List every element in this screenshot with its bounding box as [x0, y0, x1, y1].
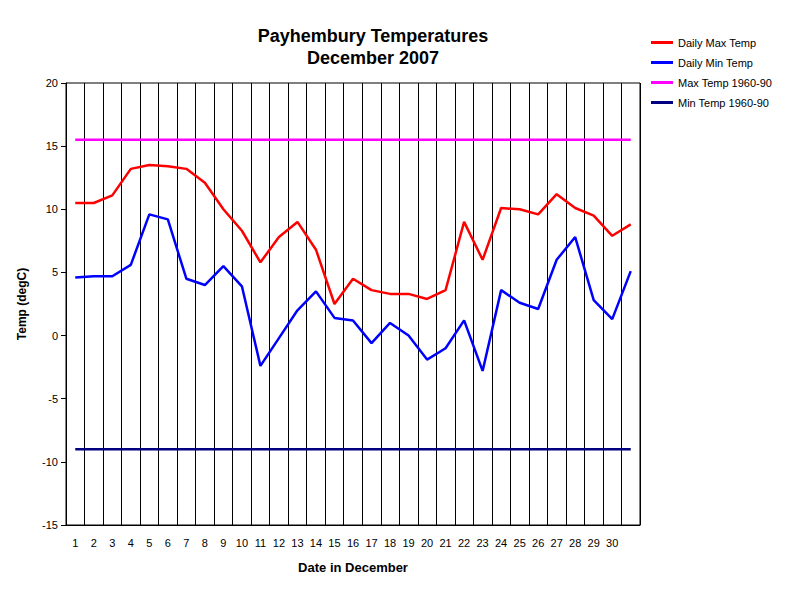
svg-text:December 2007: December 2007 [307, 48, 439, 68]
svg-text:20: 20 [46, 77, 58, 89]
svg-text:Max Temp 1960-90: Max Temp 1960-90 [678, 77, 772, 89]
svg-text:9: 9 [220, 537, 226, 549]
svg-text:Daily Max Temp: Daily Max Temp [678, 37, 756, 49]
svg-text:21: 21 [439, 537, 451, 549]
svg-text:Temp (degC): Temp (degC) [15, 268, 29, 340]
svg-text:1: 1 [72, 537, 78, 549]
svg-text:12: 12 [273, 537, 285, 549]
svg-text:2: 2 [91, 537, 97, 549]
svg-text:5: 5 [146, 537, 152, 549]
svg-text:-5: -5 [48, 393, 58, 405]
svg-text:22: 22 [458, 537, 470, 549]
svg-text:26: 26 [532, 537, 544, 549]
svg-text:23: 23 [476, 537, 488, 549]
svg-text:20: 20 [421, 537, 433, 549]
svg-text:30: 30 [606, 537, 618, 549]
svg-text:25: 25 [514, 537, 526, 549]
svg-text:Date in December: Date in December [298, 560, 408, 575]
svg-text:29: 29 [588, 537, 600, 549]
svg-text:11: 11 [255, 537, 266, 549]
svg-text:16: 16 [347, 537, 359, 549]
svg-text:Daily Min Temp: Daily Min Temp [678, 57, 753, 69]
svg-text:-10: -10 [42, 456, 58, 468]
svg-text:27: 27 [551, 537, 563, 549]
svg-text:6: 6 [165, 537, 171, 549]
svg-text:28: 28 [569, 537, 581, 549]
svg-text:13: 13 [291, 537, 303, 549]
svg-text:0: 0 [52, 330, 58, 342]
svg-text:8: 8 [202, 537, 208, 549]
svg-text:3: 3 [109, 537, 115, 549]
svg-text:-15: -15 [42, 519, 58, 531]
svg-text:Payhembury Temperatures: Payhembury Temperatures [258, 26, 489, 46]
svg-text:15: 15 [46, 140, 58, 152]
svg-text:7: 7 [183, 537, 189, 549]
svg-text:10: 10 [46, 203, 58, 215]
svg-text:Min Temp 1960-90: Min Temp 1960-90 [678, 97, 769, 109]
svg-text:18: 18 [384, 537, 396, 549]
svg-text:17: 17 [365, 537, 377, 549]
svg-text:5: 5 [52, 266, 58, 278]
svg-text:14: 14 [310, 537, 322, 549]
svg-text:19: 19 [402, 537, 414, 549]
svg-text:24: 24 [495, 537, 507, 549]
svg-text:15: 15 [328, 537, 340, 549]
svg-text:4: 4 [128, 537, 134, 549]
svg-text:10: 10 [236, 537, 248, 549]
